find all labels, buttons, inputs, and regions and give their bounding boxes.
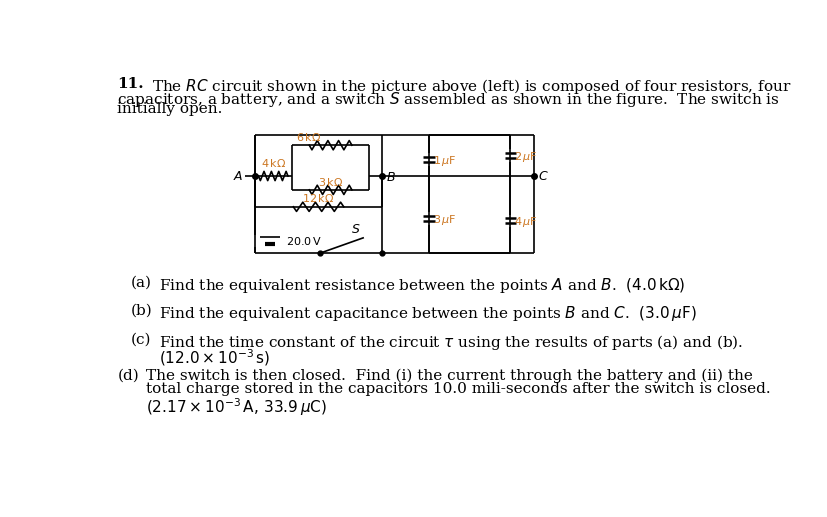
Text: initially open.: initially open.	[117, 102, 222, 116]
Text: $S$: $S$	[350, 223, 360, 236]
Text: (c): (c)	[131, 333, 151, 347]
Text: The $RC$ circuit shown in the picture above (left) is composed of four resistors: The $RC$ circuit shown in the picture ab…	[151, 78, 790, 97]
Text: $12\,\mathrm{k}\Omega$: $12\,\mathrm{k}\Omega$	[302, 192, 334, 204]
Text: 11.: 11.	[117, 78, 144, 92]
Text: The switch is then closed.  Find (i) the current through the battery and (ii) th: The switch is then closed. Find (i) the …	[146, 369, 752, 383]
Text: $A$: $A$	[232, 170, 242, 183]
Text: (b): (b)	[131, 304, 152, 318]
Text: $(12.0 \times 10^{-3}\,\mathrm{s})$: $(12.0 \times 10^{-3}\,\mathrm{s})$	[159, 347, 270, 368]
Text: $20.0\,\mathrm{V}$: $20.0\,\mathrm{V}$	[285, 235, 322, 247]
Text: $3\,\mu\mathrm{F}$: $3\,\mu\mathrm{F}$	[433, 213, 456, 227]
Text: $1\,\mu\mathrm{F}$: $1\,\mu\mathrm{F}$	[433, 154, 456, 168]
Text: Find the time constant of the circuit $\tau$ using the results of parts (a) and : Find the time constant of the circuit $\…	[159, 333, 743, 352]
Text: total charge stored in the capacitors 10.0 mili-seconds after the switch is clos: total charge stored in the capacitors 10…	[146, 383, 770, 397]
Text: $4\,\mathrm{k}\Omega$: $4\,\mathrm{k}\Omega$	[261, 157, 285, 169]
Text: $B$: $B$	[386, 171, 395, 184]
Text: (d): (d)	[117, 369, 139, 383]
Text: $2\,\mu\mathrm{F}$: $2\,\mu\mathrm{F}$	[514, 150, 538, 164]
Text: $(2.17 \times 10^{-3}\,\mathrm{A},\,33.9\,\mu\mathrm{C})$: $(2.17 \times 10^{-3}\,\mathrm{A},\,33.9…	[146, 396, 327, 418]
Text: Find the equivalent resistance between the points $A$ and $B$.  $(4.0\,\mathrm{k: Find the equivalent resistance between t…	[159, 276, 685, 295]
Text: capacitors, a battery, and a switch $S$ assembled as shown in the figure.  The s: capacitors, a battery, and a switch $S$ …	[117, 90, 779, 109]
Text: (a): (a)	[131, 276, 151, 290]
Text: $C$: $C$	[538, 170, 548, 183]
Text: $6\,\mathrm{k}\Omega$: $6\,\mathrm{k}\Omega$	[295, 131, 321, 143]
Text: $3\,\mathrm{k}\Omega$: $3\,\mathrm{k}\Omega$	[318, 176, 343, 188]
Text: Find the equivalent capacitance between the points $B$ and $C$.  $(3.0\,\mu\math: Find the equivalent capacitance between …	[159, 304, 696, 323]
Text: $4\,\mu\mathrm{F}$: $4\,\mu\mathrm{F}$	[514, 215, 538, 229]
